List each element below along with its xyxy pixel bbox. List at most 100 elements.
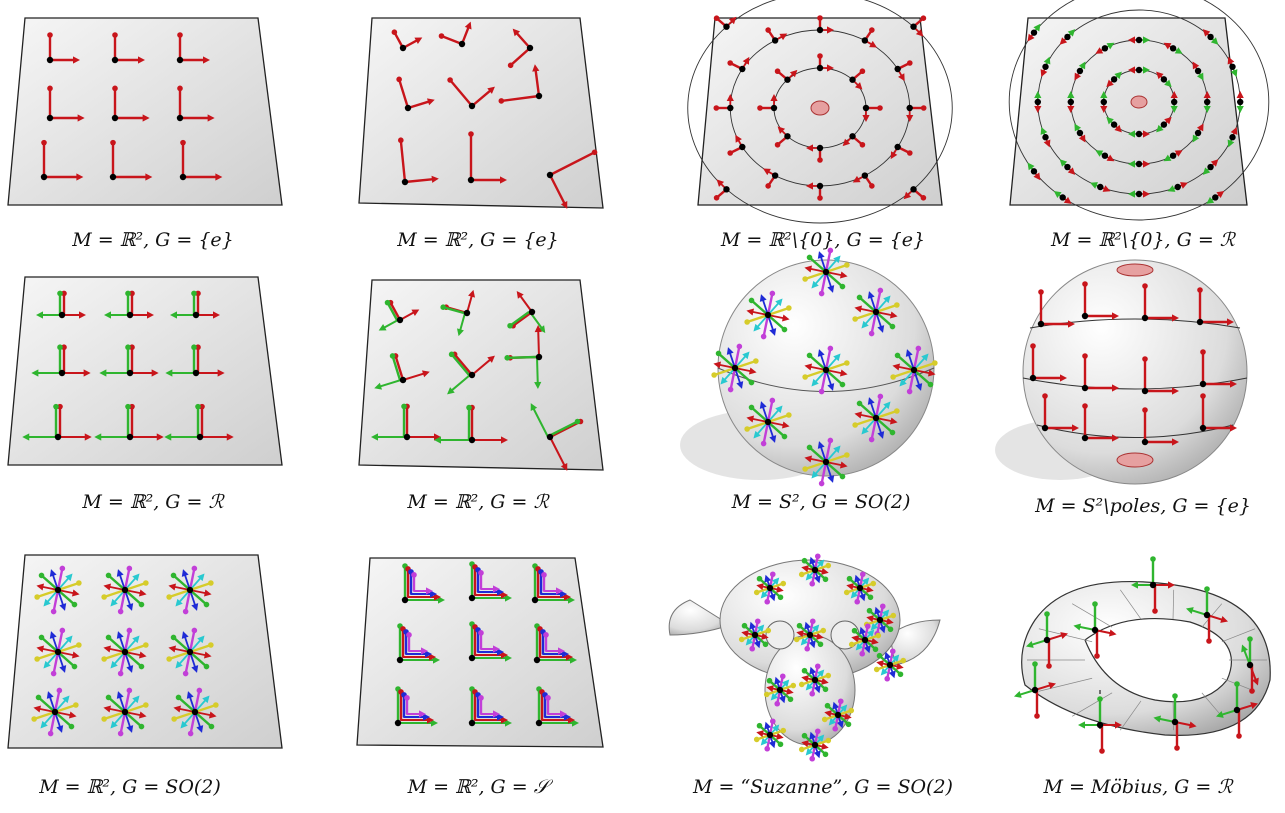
vector-tip: [507, 322, 513, 329]
vector-tip: [889, 648, 896, 655]
vector-tip: [900, 657, 907, 664]
mobius-grid: [1172, 589, 1175, 620]
vector-tip: [406, 632, 412, 638]
vector-tip: [1030, 343, 1036, 349]
arrow-head: [1114, 124, 1122, 133]
arrow-head: [556, 587, 563, 595]
plane-surface: [358, 17, 604, 209]
arrow-head: [196, 725, 204, 733]
base-point: [468, 654, 476, 662]
vector-tip: [820, 627, 827, 634]
arrow-head: [1108, 629, 1117, 637]
arrow-head: [889, 311, 898, 319]
arrow-head: [79, 311, 86, 319]
arrow-head: [833, 255, 841, 264]
arrow-head: [858, 593, 866, 602]
vector-shaft: [57, 581, 80, 592]
arrow-head: [1156, 71, 1164, 80]
base-point: [906, 104, 913, 112]
vector-tip: [822, 686, 829, 693]
base-point: [1081, 384, 1089, 392]
arrow-head: [759, 294, 767, 302]
base-point: [58, 311, 66, 319]
vector-tip: [143, 580, 149, 586]
base-point: [723, 23, 730, 30]
base-point: [816, 182, 824, 190]
base-point: [401, 596, 409, 604]
base-point: [186, 586, 194, 594]
vector-shaft: [825, 263, 848, 274]
vector-tip: [907, 60, 913, 66]
arrow-head: [871, 637, 879, 645]
arrow-head: [1236, 106, 1244, 113]
base-point: [1194, 67, 1202, 75]
vector-tip: [1172, 693, 1178, 699]
vector-tip: [177, 32, 183, 38]
arrow-head: [1215, 710, 1224, 718]
vector-tip: [754, 618, 761, 625]
vector-shaft: [870, 417, 878, 440]
vector-tip: [764, 745, 771, 752]
base-point: [872, 414, 880, 422]
arrow-head: [1172, 314, 1179, 322]
arrow-head: [1230, 69, 1238, 77]
vector-shaft: [107, 574, 126, 591]
base-point: [806, 631, 814, 639]
arrow-head: [1059, 159, 1068, 167]
vector-tip: [76, 580, 82, 586]
arrow-head: [116, 631, 124, 639]
vector-tip: [71, 663, 78, 670]
arrow-head: [538, 325, 546, 334]
arrow-head: [905, 349, 913, 357]
arrow-head: [431, 719, 438, 727]
vector-tip: [199, 403, 205, 410]
vector-tip: [777, 741, 784, 748]
vector-shaft: [189, 711, 197, 734]
vector-shaft: [746, 420, 769, 431]
arrow-head: [414, 37, 423, 44]
arrow-head: [1216, 190, 1225, 199]
arrow-head: [1060, 374, 1067, 382]
arrow-head: [804, 621, 812, 630]
base-point: [526, 44, 534, 52]
vector-shaft: [40, 636, 59, 653]
base-point: [126, 433, 134, 441]
vector-tip: [897, 671, 904, 678]
vector-tip: [859, 141, 866, 148]
arrow-head: [770, 94, 778, 101]
vector-tip: [59, 627, 66, 634]
arrow-head: [775, 405, 783, 414]
arrow-head: [771, 577, 780, 586]
vector-tip: [748, 404, 755, 411]
vector-tip: [574, 418, 581, 425]
arrow-head: [746, 308, 755, 316]
arrow-head: [866, 585, 874, 593]
arrow-head: [103, 705, 112, 713]
vector-tip: [873, 666, 880, 673]
vector-tip: [478, 695, 484, 701]
base-point: [1042, 134, 1049, 141]
arrow-head: [83, 369, 91, 377]
arrow-head: [844, 712, 852, 720]
arrow-head: [505, 719, 512, 727]
arrow-head: [1206, 196, 1215, 204]
arrow-head: [203, 589, 212, 597]
vector-tip: [825, 562, 832, 569]
base-point: [764, 311, 772, 319]
vector-shaft: [734, 359, 757, 370]
vector-shaft: [875, 409, 898, 420]
base-point: [121, 708, 129, 716]
base-point: [1091, 626, 1099, 634]
arrow-head: [464, 21, 472, 30]
vector-tip: [856, 294, 863, 301]
base-point: [861, 636, 869, 644]
vector-shaft: [394, 355, 405, 381]
arrow-head: [789, 69, 798, 78]
vector-tip: [843, 589, 850, 596]
vector-shaft: [808, 256, 827, 273]
arrow-head: [77, 114, 85, 122]
arrow-head: [1192, 61, 1200, 70]
arrow-head: [497, 648, 504, 656]
base-point: [1034, 98, 1041, 106]
arrow-head: [427, 716, 434, 724]
